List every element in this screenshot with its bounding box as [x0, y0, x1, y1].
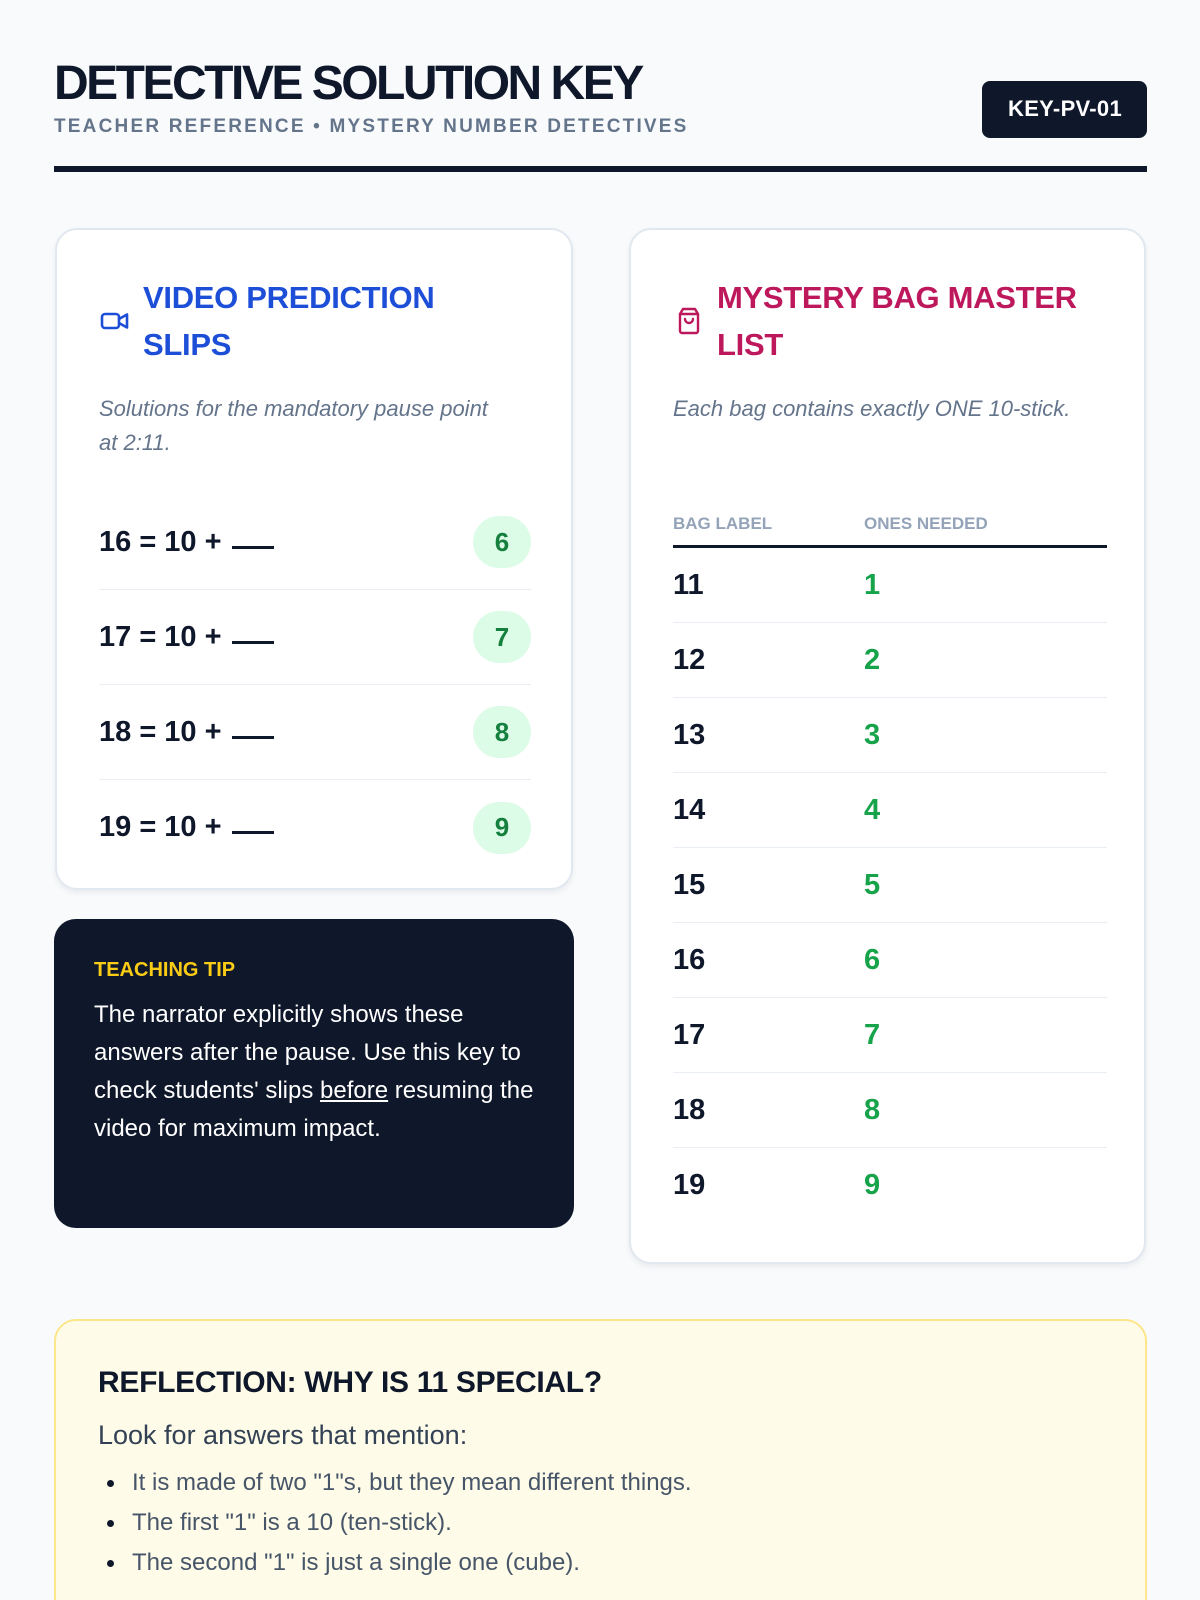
mystery-bag-card: MYSTERY BAG MASTER LIST Each bag contain…: [629, 228, 1146, 1264]
bag-label-cell: 13: [673, 718, 706, 751]
ones-needed-cell: 4: [864, 793, 881, 826]
slip-answer-badge: 9: [473, 801, 531, 854]
table-row: 19 9: [673, 1148, 1107, 1223]
column-header-ones-needed: ONES NEEDED: [864, 513, 988, 533]
ones-needed-cell: 5: [864, 868, 881, 901]
slip-equation: 18 = 10 +: [99, 716, 274, 749]
bag-label-cell: 17: [673, 1018, 706, 1051]
bag-card-header: MYSTERY BAG MASTER LIST: [673, 274, 1093, 368]
table-row: 15 5: [673, 848, 1107, 923]
answer-blank: [231, 640, 274, 644]
ones-needed-cell: 1: [864, 568, 881, 601]
slip-row: 19 = 10 + 9: [99, 780, 531, 875]
video-card-title: VIDEO PREDICTION SLIPS: [143, 280, 435, 362]
header-divider: [54, 166, 1147, 172]
bag-label-cell: 15: [673, 868, 706, 901]
table-row: 13 3: [673, 698, 1107, 773]
slip-equation: 19 = 10 +: [99, 811, 274, 844]
table-row: 18 8: [673, 1073, 1107, 1148]
bag-table: BAG LABEL ONES NEEDED 11 1 12 2 13 3 14 4 15 5 16 6…: [673, 502, 1107, 1223]
slip-answer-badge: 6: [473, 516, 531, 568]
bag-label-cell: 14: [673, 793, 706, 826]
teaching-tip-text: The narrator explicitly shows these answ…: [94, 996, 534, 1148]
video-camera-icon: [99, 305, 131, 337]
bag-table-header: BAG LABEL ONES NEEDED: [673, 502, 1107, 548]
bag-card-description: Each bag contains exactly ONE 10-stick.: [673, 396, 1071, 421]
column-header-bag-label: BAG LABEL: [673, 513, 773, 533]
reflection-panel: REFLECTION: WHY IS 11 SPECIAL? Look for …: [54, 1319, 1147, 1600]
answer-blank: [231, 735, 274, 739]
ones-needed-cell: 2: [864, 643, 881, 676]
slip-equation-text: 16 = 10 +: [99, 525, 222, 558]
page-header: DETECTIVE SOLUTION KEY TEACHER REFERENCE…: [54, 58, 1147, 174]
ones-needed-cell: 6: [864, 943, 881, 976]
bag-label-cell: 11: [673, 568, 704, 601]
slip-answer-badge: 7: [473, 611, 531, 663]
table-row: 17 7: [673, 998, 1107, 1073]
bag-label-cell: 19: [673, 1169, 706, 1201]
ones-needed-cell: 8: [864, 1093, 881, 1126]
shopping-bag-icon: [673, 305, 705, 337]
slip-equation: 16 = 10 +: [99, 526, 274, 559]
bag-card-title: MYSTERY BAG MASTER LIST: [717, 280, 1077, 362]
table-row: 14 4: [673, 773, 1107, 848]
slip-equation-text: 19 = 10 +: [99, 811, 222, 843]
table-row: 16 6: [673, 923, 1107, 998]
video-prediction-card: VIDEO PREDICTION SLIPS Solutions for the…: [55, 228, 573, 890]
slip-equation: 17 = 10 +: [99, 621, 274, 654]
page-title: DETECTIVE SOLUTION KEY: [54, 57, 644, 110]
answer-blank: [231, 545, 274, 549]
tip-text-part: resuming the video for maximum impact.: [94, 1077, 534, 1142]
slip-row: 17 = 10 + 7: [99, 590, 531, 685]
video-card-header: VIDEO PREDICTION SLIPS: [99, 274, 499, 368]
bag-label-cell: 18: [673, 1093, 706, 1126]
slip-equation-text: 17 = 10 +: [99, 620, 222, 653]
ones-needed-cell: 7: [864, 1018, 881, 1051]
ones-needed-cell: 9: [864, 1169, 881, 1201]
table-row: 12 2: [673, 623, 1107, 698]
slip-list: 16 = 10 + 6 17 = 10 + 7 18 = 10 + 8 19 = 10 + 9: [99, 495, 531, 875]
video-card-description: Solutions for the mandatory pause point …: [99, 396, 488, 455]
slip-answer-badge: 8: [473, 706, 531, 758]
slip-equation-text: 18 = 10 +: [99, 715, 222, 748]
page-subtitle: TEACHER REFERENCE • MYSTERY NUMBER DETEC…: [54, 116, 689, 137]
list-item: The first "1" is a 10 (ten-stick).: [98, 1503, 1103, 1543]
table-row: 11 1: [673, 548, 1107, 623]
slip-row: 16 = 10 + 6: [99, 495, 531, 590]
tip-text-emphasis: before: [320, 1077, 389, 1104]
tip-text-part: The narrator explicitly shows these answ…: [94, 1001, 521, 1104]
answer-blank: [231, 831, 274, 834]
teaching-tip: TEACHING TIP The narrator explicitly sho…: [54, 919, 574, 1228]
bag-label-cell: 16: [673, 943, 706, 976]
bag-table-body: 11 1 12 2 13 3 14 4 15 5 16 6 17 7 18 8 19 9: [673, 548, 1107, 1223]
list-item: The second "1" is just a single one (cub…: [98, 1543, 1103, 1583]
key-code-badge: KEY-PV-01: [982, 81, 1147, 138]
slip-row: 18 = 10 + 8: [99, 685, 531, 780]
bag-label-cell: 12: [673, 643, 706, 676]
reflection-lead: Look for answers that mention:: [98, 1420, 468, 1450]
ones-needed-cell: 3: [864, 718, 881, 751]
reflection-list: It is made of two "1"s, but they mean di…: [98, 1463, 1103, 1583]
reflection-title: REFLECTION: WHY IS 11 SPECIAL?: [98, 1366, 602, 1399]
teaching-tip-label: TEACHING TIP: [94, 959, 236, 981]
list-item: It is made of two "1"s, but they mean di…: [98, 1463, 1103, 1503]
